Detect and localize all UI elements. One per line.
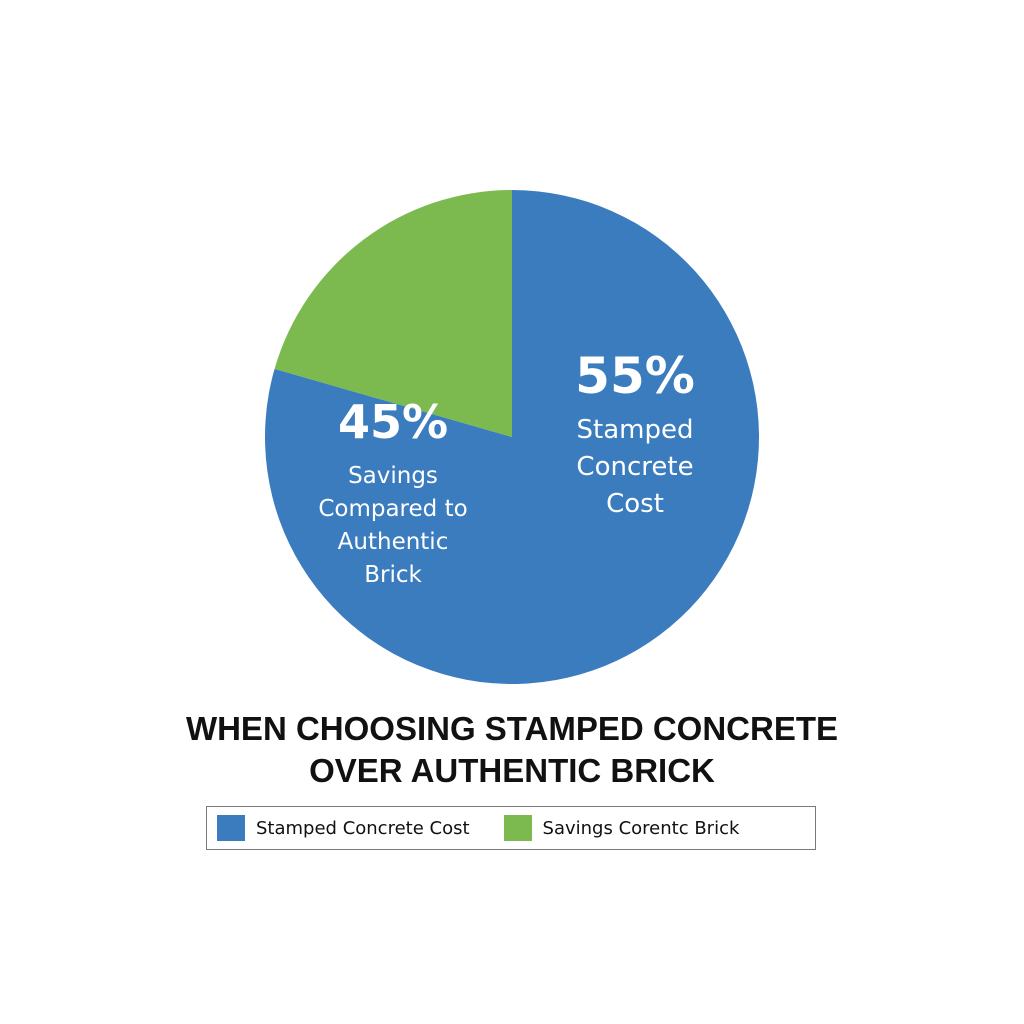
data-label-text-savings-1: Savings — [348, 463, 438, 489]
pie-slice-savings — [274, 190, 512, 437]
legend-entry-savings: Savings Corentc Brick — [503, 815, 740, 841]
legend: Stamped Concrete Cost Savings Corentc Br… — [206, 806, 816, 850]
chart-title-line-2: OVER AUTHENTIC BRICK — [309, 752, 715, 789]
legend-label-stamped-concrete-cost: Stamped Concrete Cost — [256, 817, 470, 839]
legend-label-savings: Savings Corentc Brick — [542, 817, 740, 839]
data-label-pct-stamped-concrete-cost: 55% — [575, 347, 695, 405]
data-label-text-stamped-concrete-cost-2: Concrete — [576, 452, 693, 482]
legend-swatch-savings — [503, 815, 532, 841]
data-label-text-savings-4: Brick — [364, 562, 422, 588]
chart-title-line-1: WHEN CHOOSING STAMPED CONCRETE — [185, 710, 839, 747]
chart-title: WHEN CHOOSING STAMPED CONCRETE OVER AUTH… — [112, 708, 912, 792]
data-label-text-savings-2: Compared to — [318, 496, 467, 522]
data-label-text-stamped-concrete-cost-3: Cost — [606, 489, 664, 519]
data-label-text-savings-3: Authentic — [338, 529, 449, 555]
data-label-pct-savings: 45% — [338, 395, 448, 449]
legend-swatch-stamped-concrete-cost — [217, 815, 245, 841]
legend-entry-stamped-concrete-cost: Stamped Concrete Cost — [217, 815, 470, 841]
data-label-text-stamped-concrete-cost-1: Stamped — [577, 415, 694, 445]
pie-slice-stamped-concrete-cost — [264, 190, 760, 685]
